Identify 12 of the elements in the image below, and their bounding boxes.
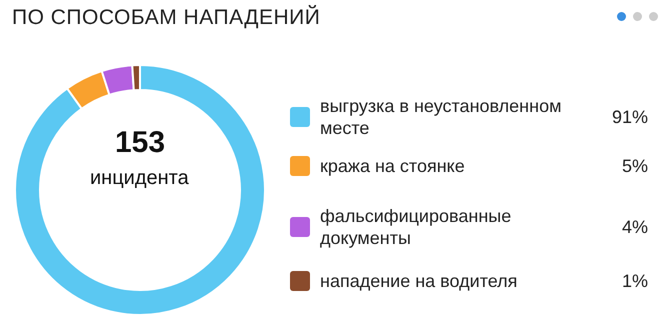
legend-label: фальсифицированные документы (320, 205, 512, 249)
text: инцидента (90, 167, 190, 189)
donut-slice (14, 64, 266, 316)
legend-label: выгрузка в неустановленном месте (320, 95, 562, 139)
chart-title: ПО СПОСОБАМ НАПАДЕНИЙ (12, 6, 320, 30)
data-label: 5% (622, 155, 648, 177)
data-label: 4% (622, 216, 648, 238)
data-label: 91% (612, 106, 648, 128)
legend-label: нападение на водителя (320, 270, 518, 292)
text: 153 (115, 126, 166, 159)
data-label: 1% (622, 270, 648, 292)
legend-label: кража на стоянке (320, 155, 466, 177)
